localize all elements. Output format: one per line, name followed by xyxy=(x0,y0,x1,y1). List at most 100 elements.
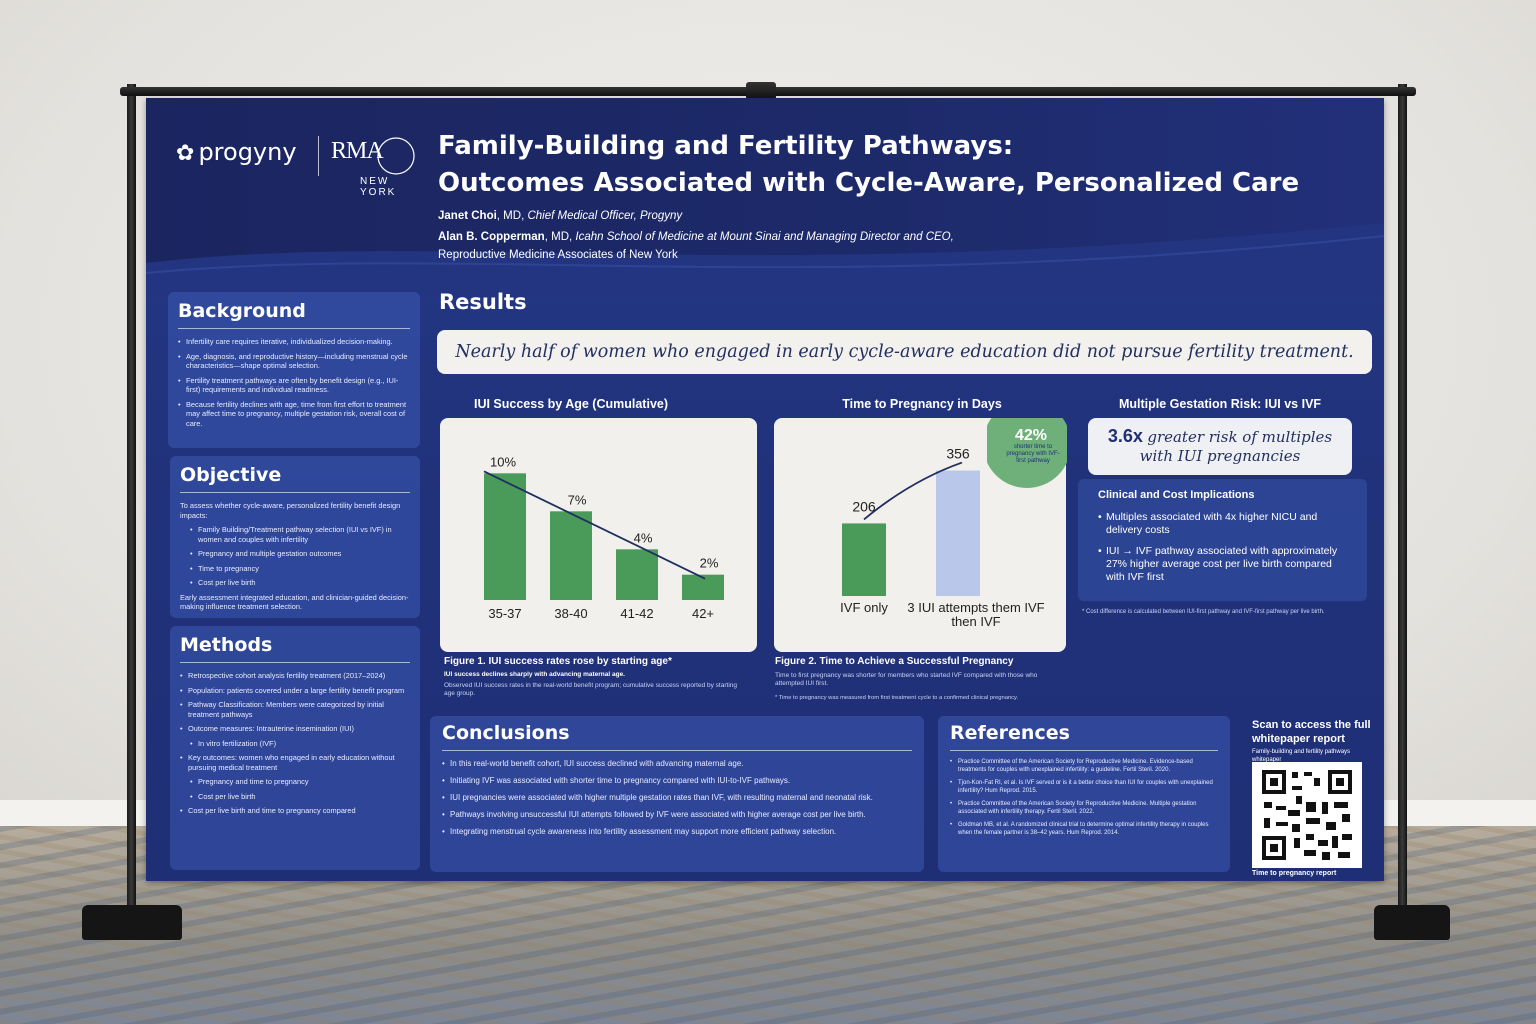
methods-bullet: Pregnancy and time to pregnancy xyxy=(180,777,410,787)
stand-top-clamp xyxy=(746,82,776,100)
fig1-chart: 10% 35-37 7% 38-40 4% 41-42 2% 42+ xyxy=(483,454,724,621)
conclusions-panel: Conclusions In this real-world benefit c… xyxy=(430,716,924,872)
author-1-role: Chief Medical Officer, Progyny xyxy=(527,210,683,222)
methods-bullet: Cost per live birth xyxy=(180,792,410,802)
methods-rule xyxy=(180,662,410,663)
fig1-title: IUI Success by Age (Cumulative) xyxy=(473,397,669,411)
poster-banner: ✿ progyny RMA NEW YORK Family-Building an… xyxy=(146,98,1384,881)
fig2-category-label: then IVF xyxy=(951,614,1000,629)
progyny-wordmark: progyny xyxy=(198,138,297,166)
objective-intro: To assess whether cycle-aware, personali… xyxy=(180,501,401,520)
background-panel: Background Infertility care requires ite… xyxy=(168,292,420,448)
results-quote: Nearly half of women who engaged in earl… xyxy=(437,330,1372,374)
fig2-note: Time to first pregnancy was shorter for … xyxy=(775,672,1038,687)
reference-item: Goldman MB, et al. A randomized clinical… xyxy=(950,822,1218,837)
author-2: Alan B. Copperman, MD, Icahn School of M… xyxy=(438,231,954,243)
fig2-trend-line xyxy=(863,461,963,521)
author-2-role: Icahn School of Medicine at Mount Sinai … xyxy=(575,231,954,243)
conclusions-bullet: Integrating menstrual cycle awareness in… xyxy=(442,827,912,837)
progyny-logo: ✿ progyny xyxy=(176,138,297,166)
risk-title: Multiple Gestation Risk: IUI vs IVF xyxy=(1118,397,1322,411)
references-rule xyxy=(950,750,1218,751)
conclusions-bullet: Initiating IVF was associated with short… xyxy=(442,776,912,786)
background-bullet: Age, diagnosis, and reproductive history… xyxy=(178,352,410,371)
conclusions-bullet: IUI pregnancies were associated with hig… xyxy=(442,793,912,803)
methods-bullet: Retrospective cohort analysis fertility … xyxy=(180,671,410,681)
stand-right-foot xyxy=(1374,905,1450,940)
fig1-category-label: 35-37 xyxy=(488,606,521,621)
risk-multiplier: 3.6x xyxy=(1107,426,1143,446)
stand-right-pole xyxy=(1398,84,1407,914)
qr-code-icon[interactable] xyxy=(1252,762,1362,868)
reference-item: Tjon-Kon-Fat RI, et al. Is IVF served or… xyxy=(950,780,1218,795)
fig1-category-label: 42+ xyxy=(692,606,714,621)
conclusions-bullet: In this real-world benefit cohort, IUI s… xyxy=(442,759,912,769)
risk-footnote: * Cost difference is calculated between … xyxy=(1082,609,1325,615)
qr-footer: Time to pregnancy report xyxy=(1252,870,1337,877)
rma-logo-icon xyxy=(377,137,415,175)
fig2-caption: Figure 2. Time to Achieve a Successful P… xyxy=(775,656,1014,667)
objective-heading: Objective xyxy=(180,464,282,486)
implications-panel: Clinical and Cost Implications Multiples… xyxy=(1078,479,1367,601)
fig2-badge-pct: 42% xyxy=(1015,427,1047,444)
conclusions-rule xyxy=(442,750,912,751)
background-bullet: Fertility treatment pathways are often b… xyxy=(178,376,410,395)
implications-bullet: IUI → IVF pathway associated with approx… xyxy=(1098,545,1347,584)
references-heading: References xyxy=(950,722,1070,744)
fig1-value-label: 10% xyxy=(490,454,516,469)
author-2-name: Alan B. Copperman xyxy=(438,231,545,243)
qr-heading: Scan to access the full whitepaper repor… xyxy=(1252,719,1371,745)
fig1-bar xyxy=(550,511,592,600)
logo-divider xyxy=(318,136,319,176)
fig1-bar xyxy=(484,473,526,600)
implications-heading: Clinical and Cost Implications xyxy=(1098,489,1255,501)
risk-line-1: 3.6x greater risk of multiples xyxy=(1088,426,1352,447)
fig2-value-label: 206 xyxy=(852,498,876,514)
objective-bullet: Time to pregnancy xyxy=(180,564,410,574)
fig2-category-label: IVF only xyxy=(840,600,888,615)
author-1: Janet Choi, MD, Chief Medical Officer, P… xyxy=(438,210,682,222)
reference-item: Practice Committee of the American Socie… xyxy=(950,759,1218,774)
fig1-bar xyxy=(682,574,724,600)
objective-bullet: Family Building/Treatment pathway select… xyxy=(180,525,410,544)
fig2-footnote: * Time to pregnancy was measured from fi… xyxy=(775,695,1019,701)
qr-code-graphic xyxy=(1262,770,1352,860)
methods-panel: Methods Retrospective cohort analysis fe… xyxy=(170,626,420,870)
poster-title: Family-Building and Fertility Pathways: … xyxy=(438,128,1338,202)
stand-left-pole xyxy=(127,84,136,914)
fig2-badge-text: shorter time to pregnancy with IVF-first… xyxy=(1006,444,1060,464)
qr-subtext: Family-building and fertility pathways w… xyxy=(1252,749,1351,763)
stand-left-foot xyxy=(82,905,182,940)
risk-text-1: greater risk of multiples xyxy=(1147,428,1333,446)
fig1-value-label: 2% xyxy=(700,556,719,571)
fig1-note: Observed IUI success rates in the real-w… xyxy=(444,682,737,697)
author-1-name: Janet Choi xyxy=(438,210,497,222)
reference-item: Practice Committee of the American Socie… xyxy=(950,801,1218,816)
objective-rule xyxy=(180,492,410,493)
fig2-chart: 206 IVF only 356 3 IUI attempts them IVFthe… xyxy=(840,446,1045,629)
fig2-bar xyxy=(936,470,980,596)
fig2-badge: 42% xyxy=(987,418,1067,488)
conclusions-bullet: Pathways involving unsuccessful IUI atte… xyxy=(442,810,912,820)
fig2-category-label: 3 IUI attempts them IVF xyxy=(907,600,1044,615)
objective-panel: Objective To assess whether cycle-aware,… xyxy=(170,456,420,618)
progyny-mark-icon: ✿ xyxy=(176,141,195,166)
fig1-caption: Figure 1. IUI success rates rose by star… xyxy=(444,656,672,667)
fig2-value-label: 356 xyxy=(946,446,970,462)
risk-text-2: with IUI pregnancies xyxy=(1139,447,1301,465)
fig2-bar xyxy=(842,523,886,596)
methods-bullet: Pathway Classification: Members were cat… xyxy=(180,700,410,719)
fig1-value-label: 7% xyxy=(568,492,587,507)
rma-wordmark: RMA xyxy=(331,138,384,164)
conclusions-heading: Conclusions xyxy=(442,722,570,744)
methods-heading: Methods xyxy=(180,634,273,656)
background-bullet: Because fertility declines with age, tim… xyxy=(178,400,410,429)
methods-bullet: Population: patients covered under a lar… xyxy=(180,686,410,696)
background-heading: Background xyxy=(178,300,306,322)
fig2-title: Time to Pregnancy in Days xyxy=(842,397,1002,411)
objective-closing: Early assessment integrated education, a… xyxy=(180,592,409,612)
references-panel: References Practice Committee of the Ame… xyxy=(938,716,1230,872)
fig1-category-label: 38-40 xyxy=(554,606,587,621)
methods-bullet: Outcome measures: Intrauterine inseminat… xyxy=(180,724,410,734)
fig1-category-label: 41-42 xyxy=(620,606,653,621)
